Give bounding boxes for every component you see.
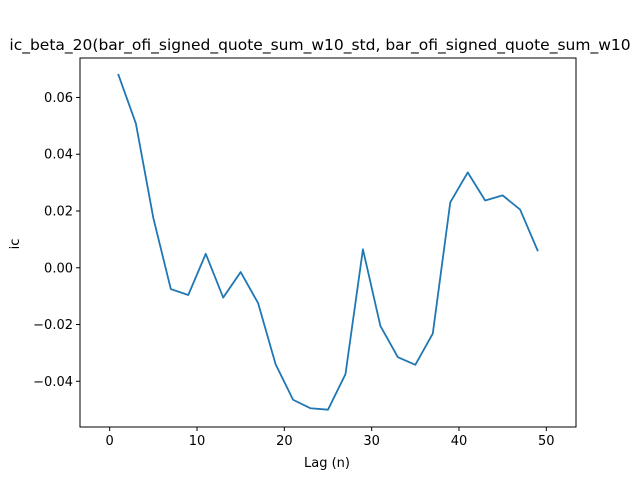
y-tick-label: 0.04 (44, 148, 73, 163)
y-tick-label: −0.02 (33, 318, 73, 333)
x-tick-label: 20 (276, 434, 293, 449)
x-tick-label: 40 (451, 434, 468, 449)
y-tick-label: 0.02 (44, 204, 73, 219)
x-tick-label: 30 (363, 434, 380, 449)
x-tick-label: 50 (538, 434, 555, 449)
y-axis-ticks: −0.04 −0.02 0.00 0.02 0.04 0.06 (33, 91, 80, 390)
y-tick-label: 0.06 (44, 91, 73, 106)
y-axis-label: ic (8, 239, 23, 250)
plot-frame (79, 57, 577, 428)
y-tick-label: −0.04 (33, 375, 73, 390)
x-axis-ticks: 0 10 20 30 40 50 (106, 427, 555, 449)
plot-area (80, 58, 576, 427)
x-axis-label: Lag (n) (304, 456, 350, 471)
x-tick-label: 10 (189, 434, 206, 449)
chart-title: ic_beta_20(bar_ofi_signed_quote_sum_w10_… (9, 36, 630, 55)
y-tick-label: 0.00 (44, 261, 73, 276)
x-tick-label: 0 (106, 434, 114, 449)
series-line (117, 73, 539, 411)
